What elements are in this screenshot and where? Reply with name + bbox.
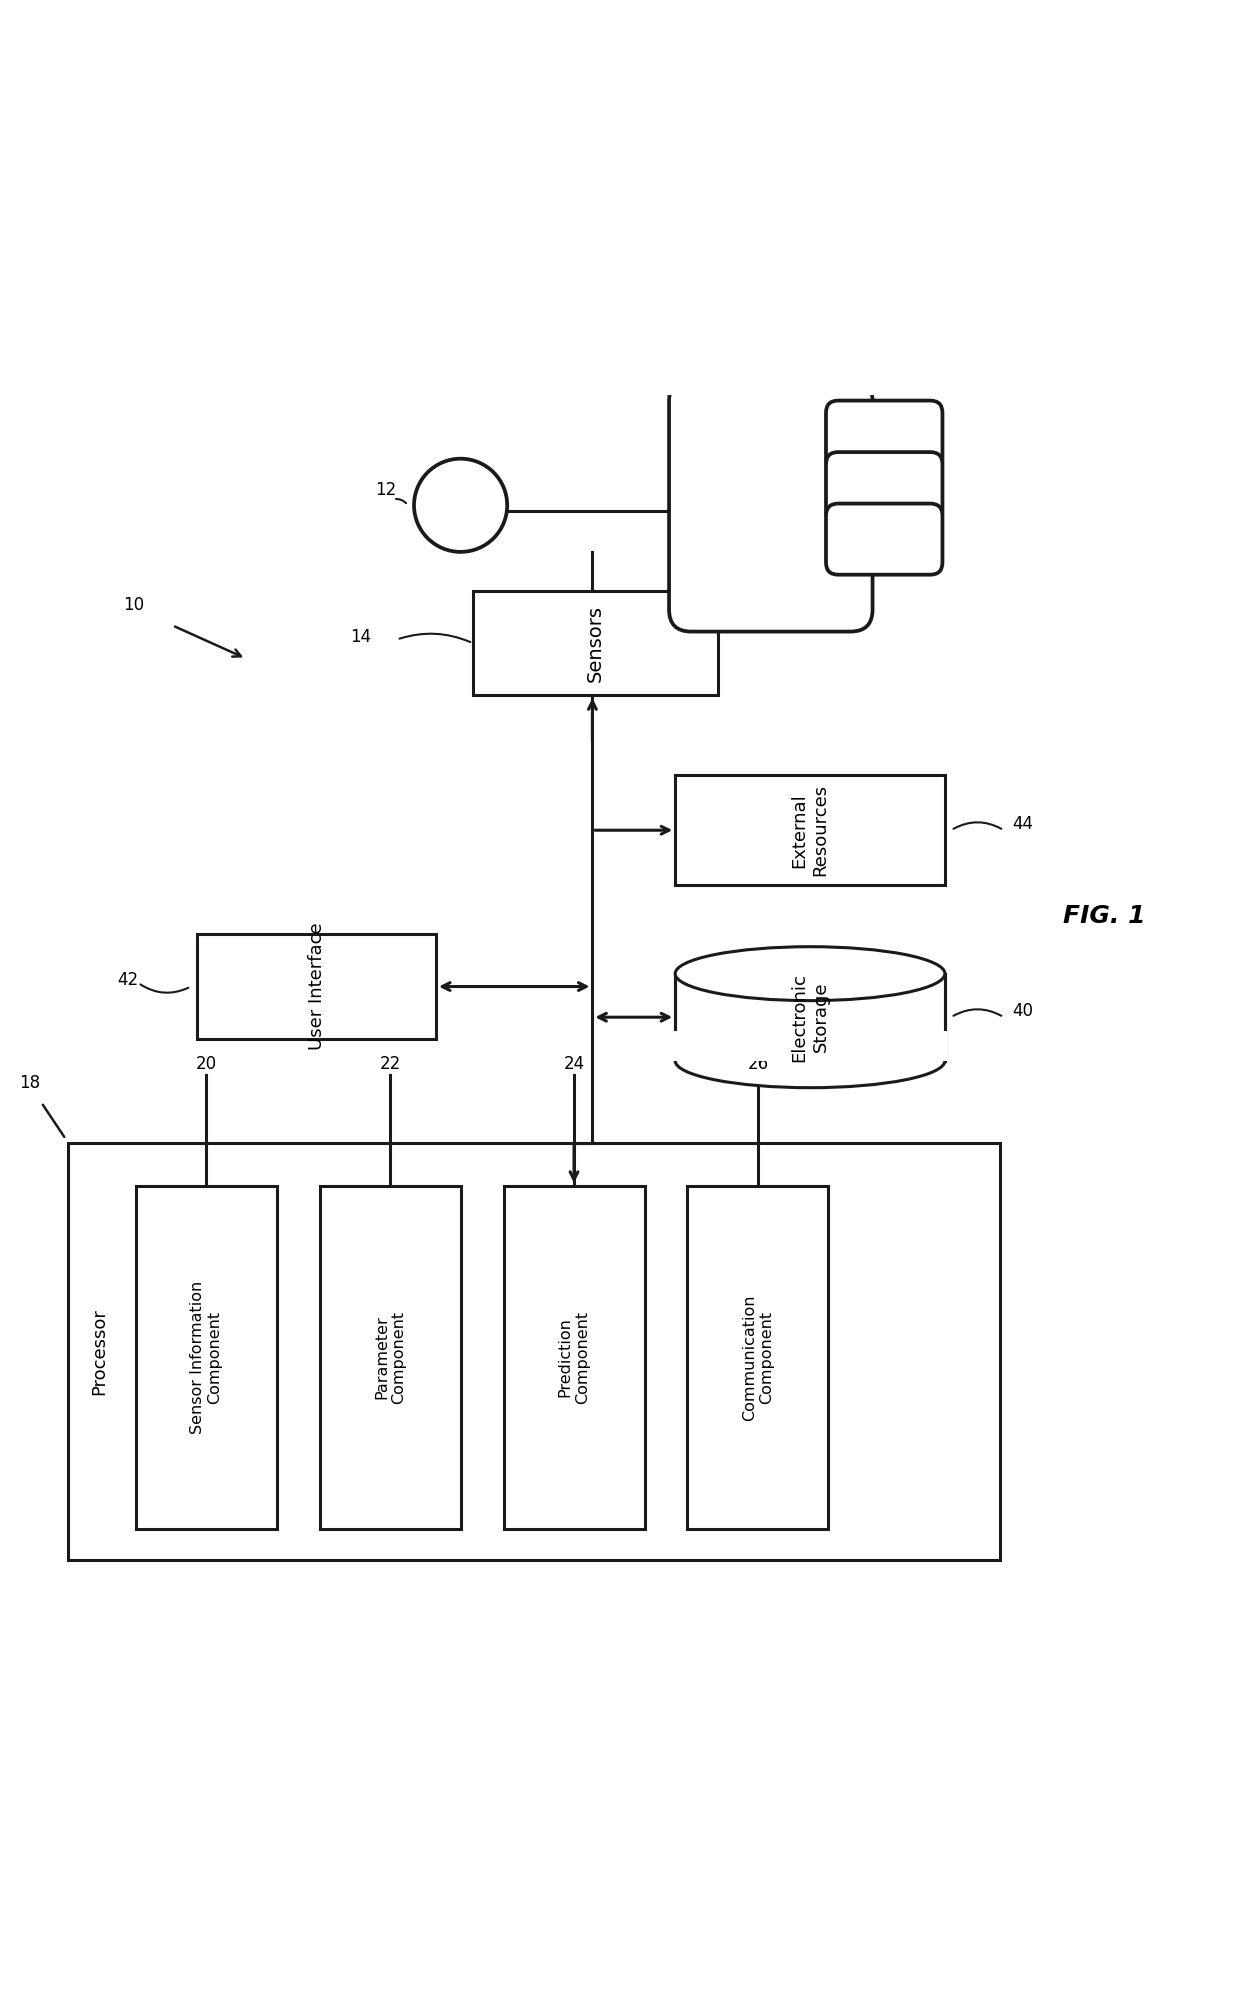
Text: 22: 22 (379, 1054, 401, 1073)
Bar (826, 413, 851, 562)
FancyBboxPatch shape (670, 379, 873, 631)
Bar (320, 1185, 460, 1528)
Text: External
Resources: External Resources (791, 784, 830, 877)
Ellipse shape (675, 1034, 945, 1089)
Text: Electronic
Storage: Electronic Storage (791, 974, 830, 1062)
Text: 24: 24 (563, 1054, 584, 1073)
Text: 10: 10 (124, 595, 145, 613)
Text: Processor: Processor (91, 1308, 108, 1395)
Text: 14: 14 (350, 629, 372, 645)
Text: Sensors: Sensors (587, 605, 605, 681)
Text: 44: 44 (1012, 814, 1033, 833)
Bar (135, 1185, 277, 1528)
Circle shape (414, 460, 507, 552)
Ellipse shape (675, 948, 945, 1000)
Text: Parameter
Component: Parameter Component (374, 1310, 407, 1403)
Bar (472, 591, 718, 696)
FancyBboxPatch shape (826, 504, 942, 575)
Text: FIG. 1: FIG. 1 (1063, 903, 1146, 927)
Text: 40: 40 (1012, 1002, 1033, 1020)
Bar (673, 1032, 947, 1060)
Text: User Interface: User Interface (308, 923, 326, 1050)
Bar (197, 935, 436, 1038)
Text: 42: 42 (118, 972, 139, 990)
Text: Sensor Information
Component: Sensor Information Component (190, 1280, 222, 1433)
Text: Prediction
Component: Prediction Component (558, 1310, 590, 1403)
Bar (675, 774, 945, 885)
Text: 26: 26 (748, 1054, 769, 1073)
Bar (503, 1185, 645, 1528)
Text: Communication
Component: Communication Component (742, 1294, 774, 1421)
Text: 12: 12 (374, 482, 396, 500)
Bar (687, 1185, 828, 1528)
FancyBboxPatch shape (826, 401, 942, 472)
Text: 20: 20 (196, 1054, 217, 1073)
Text: 18: 18 (19, 1075, 41, 1093)
Bar (68, 1143, 1001, 1560)
FancyBboxPatch shape (826, 452, 942, 524)
